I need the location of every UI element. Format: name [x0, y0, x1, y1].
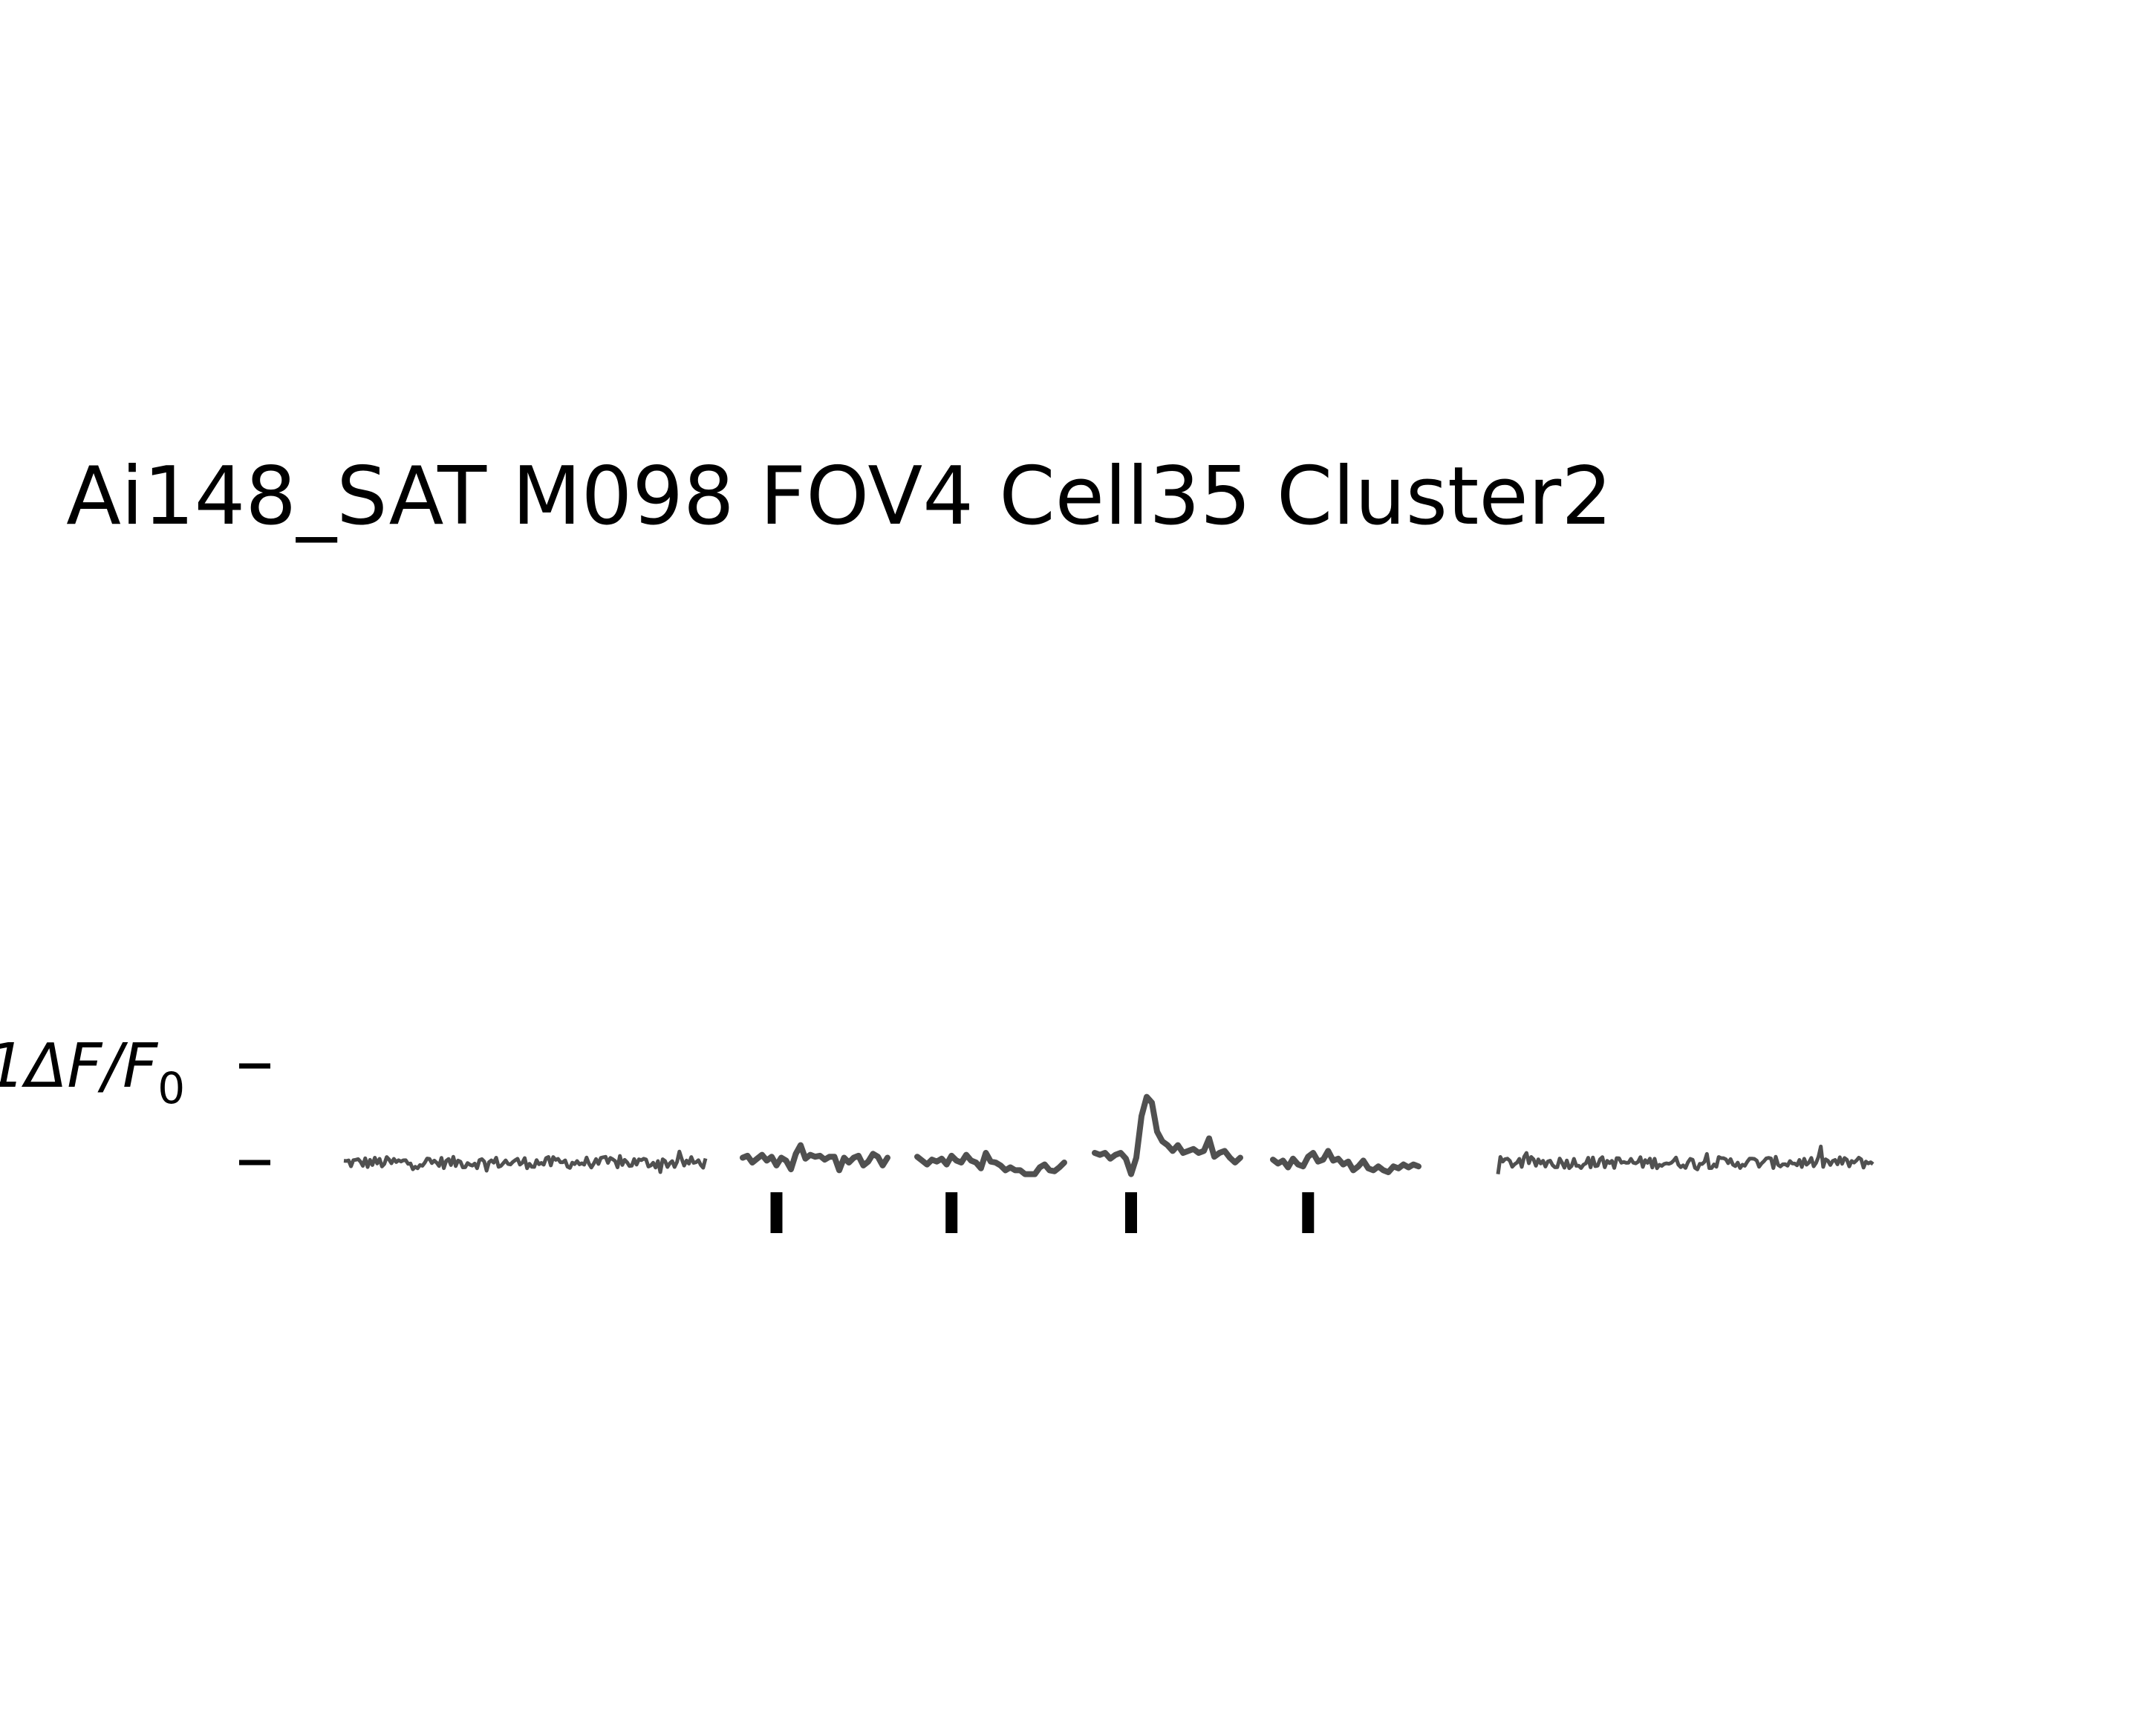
stimulus-marker-trial-3 [1125, 1192, 1137, 1233]
trace-baseline-post [1498, 1146, 1873, 1174]
scale-bar-label-subscript: 0 [157, 1063, 185, 1114]
stimulus-marker-trial-4 [1302, 1192, 1314, 1233]
scale-bar-label-main: 1ΔF/F [0, 1031, 159, 1102]
traces-group [344, 1097, 1873, 1174]
trace-trial-2 [917, 1153, 1064, 1174]
trace-baseline-pre [344, 1151, 706, 1172]
trace-trial-4 [1273, 1151, 1419, 1172]
stimulus-marker-trial-1 [771, 1192, 783, 1233]
scale-bar: 1ΔF/F0 [0, 1031, 270, 1163]
scale-bar-label: 1ΔF/F0 [0, 1031, 185, 1114]
chart-title: Ai148_SAT M098 FOV4 Cell35 Cluster2 [66, 450, 1612, 543]
stimulus-markers [771, 1192, 1315, 1233]
stimulus-marker-trial-2 [945, 1192, 957, 1233]
trace-trial-3 [1095, 1097, 1240, 1174]
trace-trial-1 [743, 1145, 888, 1171]
